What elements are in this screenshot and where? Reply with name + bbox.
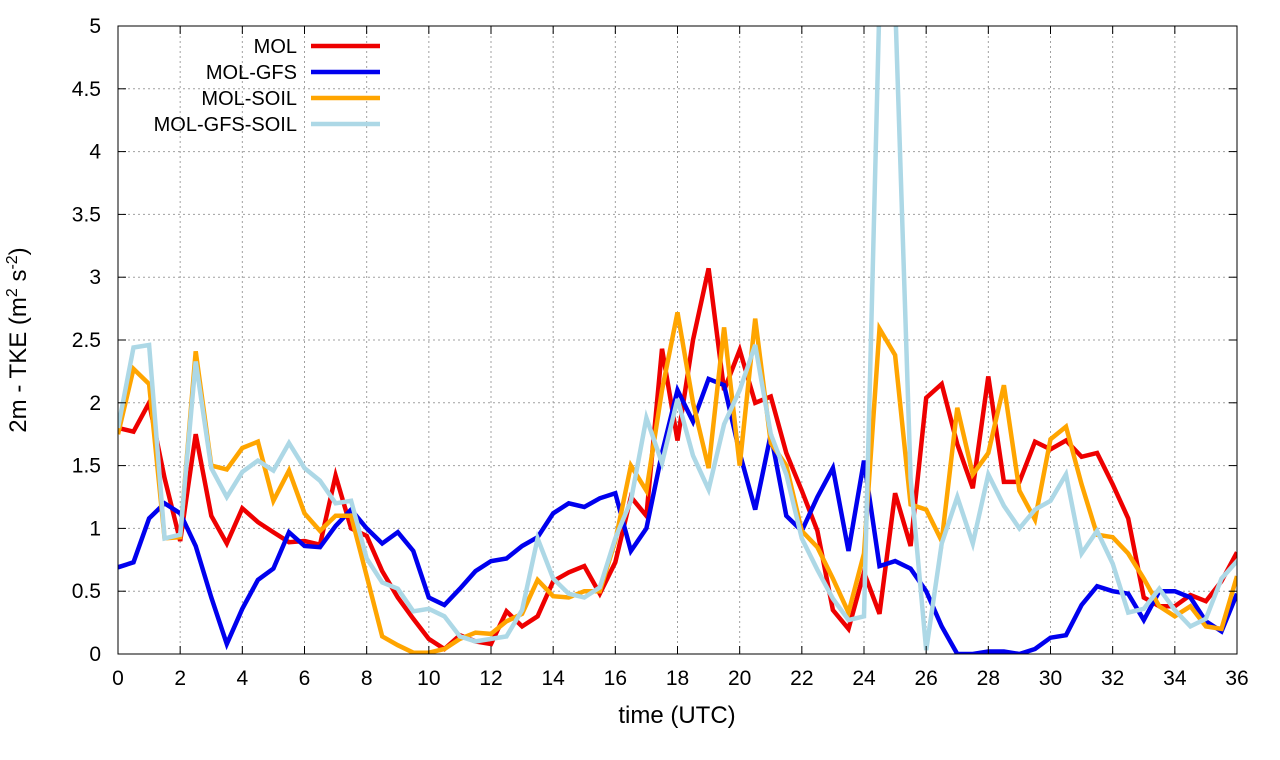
y-tick-label: 1 [89,517,101,540]
y-axis-ticks: 0 0.5 1 1.5 2 2.5 3 3.5 4 4.5 5 [72,15,1237,666]
x-tick-label: 16 [604,667,627,690]
x-tick-label: 20 [728,667,751,690]
y-axis-label: 2m - TKE (m2 s-2) [4,247,32,432]
legend-label-mol-gfs-soil: MOL-GFS-SOIL [154,114,297,136]
x-tick-label: 6 [299,667,311,690]
y-axis-label-close: ) [5,247,32,255]
x-tick-label: 0 [112,667,124,690]
x-tick-label: 24 [852,667,876,690]
x-tick-label: 8 [361,667,373,690]
y-axis-label-sup-m: 2 [4,288,21,297]
series-line-mol-gfs-soil [118,26,1237,651]
legend-label-mol: MOL [254,36,297,58]
legend-label-mol-soil: MOL-SOIL [201,88,297,110]
y-tick-label: 4 [89,141,101,164]
x-tick-label: 22 [790,667,813,690]
x-tick-label: 28 [977,667,1000,690]
x-tick-label: 30 [1039,667,1062,690]
y-tick-label: 1.5 [72,455,101,478]
x-tick-label: 36 [1225,667,1248,690]
y-axis-label-text-s: s [5,270,32,289]
series-line-mol-soil [118,311,1237,654]
legend-label-mol-gfs: MOL-GFS [206,62,297,84]
x-tick-label: 10 [417,667,440,690]
x-axis-label: time (UTC) [618,702,735,729]
y-tick-label: 3 [89,266,101,289]
y-tick-label: 2.5 [72,329,101,352]
y-axis-label-text: 2m - TKE (m [5,297,32,433]
legend: MOL MOL-GFS MOL-SOIL MOL-GFS-SOIL [154,36,380,136]
x-tick-label: 32 [1101,667,1124,690]
y-tick-label: 4.5 [72,78,101,101]
series-line-mol-gfs [118,375,1237,654]
y-tick-label: 2 [89,392,101,415]
series-lines [118,26,1237,654]
y-tick-label: 0 [89,643,101,666]
x-tick-label: 18 [666,667,689,690]
y-tick-label: 3.5 [72,203,101,226]
x-tick-label: 2 [174,667,186,690]
x-axis-ticks: 0 2 4 6 8 10 12 14 16 18 20 22 24 26 28 30 32 34 36 [112,26,1249,690]
y-tick-label: 5 [89,15,101,38]
x-tick-label: 12 [479,667,502,690]
y-tick-label: 0.5 [72,580,101,603]
x-tick-label: 34 [1163,667,1187,690]
y-axis-label-sup-s: -2 [4,255,21,269]
x-tick-label: 14 [541,667,565,690]
x-tick-label: 26 [914,667,937,690]
x-tick-label: 4 [236,667,248,690]
